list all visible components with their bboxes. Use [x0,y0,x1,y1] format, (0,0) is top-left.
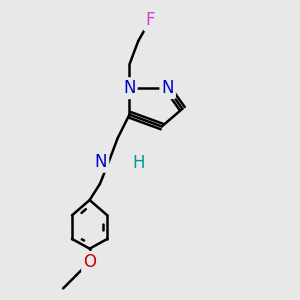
Text: O: O [83,253,96,271]
Text: H: H [132,154,145,172]
Text: N: N [123,79,136,97]
Text: N: N [95,153,107,171]
Text: F: F [145,11,155,29]
Text: N: N [161,79,174,97]
